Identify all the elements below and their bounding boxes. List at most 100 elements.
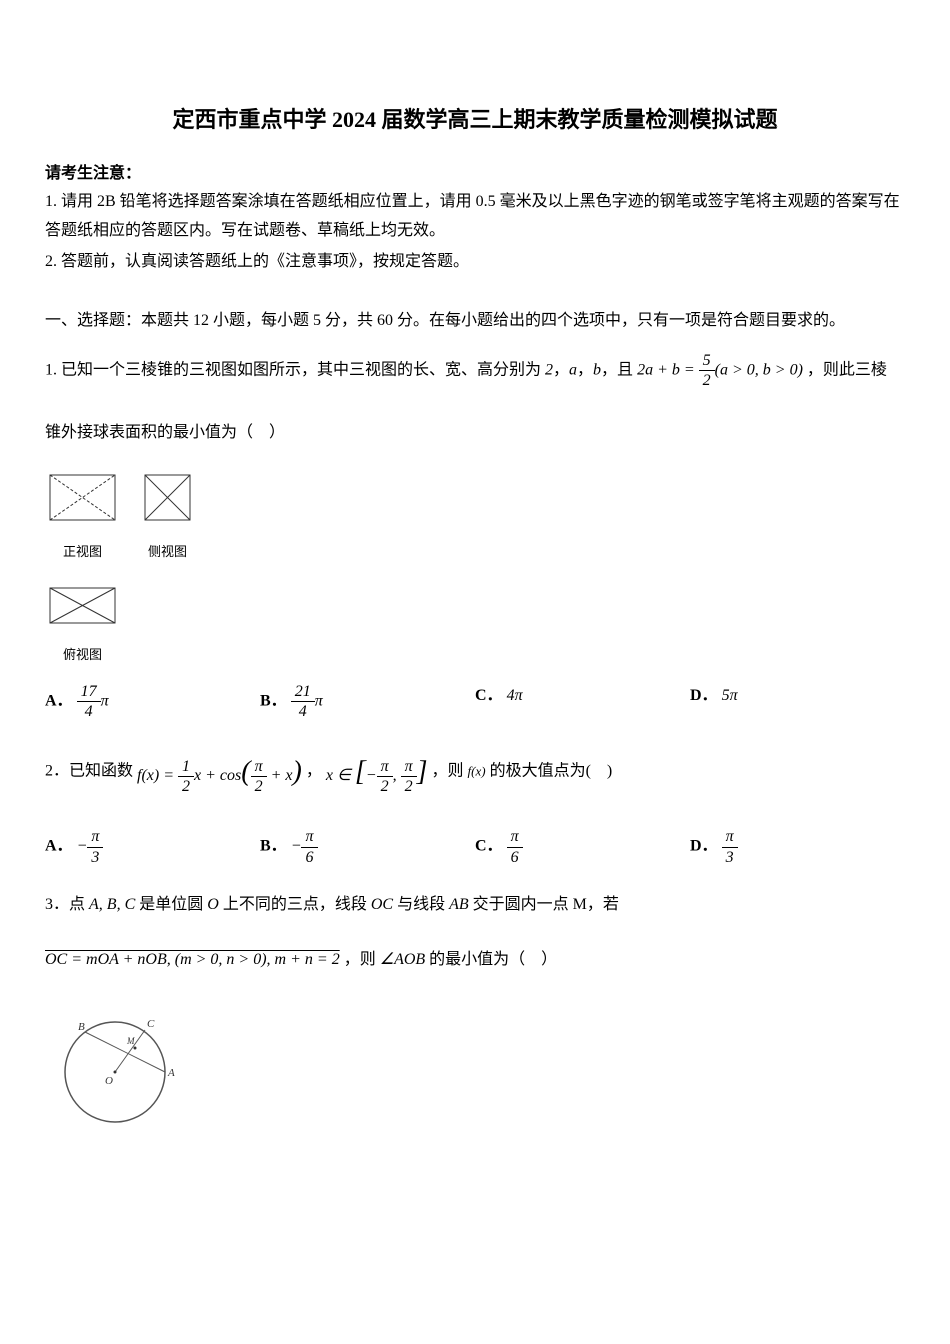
q2-rp-den: 2 xyxy=(401,777,417,796)
q2-fx: f(x) = xyxy=(137,767,178,784)
q2-plus-x: + x xyxy=(267,767,293,784)
q1-a-num: 17 xyxy=(77,682,101,702)
q2-suffix: ，则 xyxy=(432,762,464,779)
question-3: 3．点 A, B, C 是单位圆 O 上不同的三点，线段 OC 与线段 AB 交… xyxy=(45,887,905,1143)
q2-f1-num: 1 xyxy=(178,757,194,777)
q3-line2: OC = mOA + nOB, (m > 0, n > 0), m + n = … xyxy=(45,942,905,977)
q1-a-label: A． xyxy=(45,692,73,709)
q2-range-neg: π2 xyxy=(377,757,393,796)
q2-c-frac: π6 xyxy=(507,827,523,866)
q1-b-frac: 214 xyxy=(291,682,315,721)
q2-rbracket: ] xyxy=(417,756,428,787)
notice-heading: 请考生注意： xyxy=(45,160,905,189)
q3-text: 3．点 A, B, C 是单位圆 O 上不同的三点，线段 OC 与线段 AB 交… xyxy=(45,887,905,922)
q1-formula-cond: (a > 0, b > 0) xyxy=(715,361,803,378)
q1-options: A． 174π B． 214π C． 4π D． 5π xyxy=(45,682,905,721)
q3-line2-mid: ，则 xyxy=(344,951,376,968)
q2-rparen: ) xyxy=(293,756,302,787)
svg-text:M: M xyxy=(126,1036,135,1046)
q1-line2: 锥外接球表面积的最小值为（ ） xyxy=(45,415,905,450)
q2-b-num: π xyxy=(301,827,317,847)
circle-svg: B C A O M xyxy=(45,992,195,1132)
q2-option-c: C． π6 xyxy=(475,827,690,866)
q1-b-den: 4 xyxy=(291,702,315,721)
q1-text: 1. 已知一个三棱锥的三视图如图所示，其中三视图的长、宽、高分别为 2，a，b，… xyxy=(45,351,905,390)
q2-mid: x + cos xyxy=(194,767,241,784)
q2-b-den: 6 xyxy=(301,848,317,867)
q2-range-pos: π2 xyxy=(401,757,417,796)
front-view-label: 正视图 xyxy=(45,540,120,563)
q2-d-num: π xyxy=(722,827,738,847)
q3-mid4: 交于圆内一点 M，若 xyxy=(473,896,619,913)
q2-option-b: B． −π6 xyxy=(260,827,475,866)
q3-ab: AB xyxy=(449,896,469,913)
q1-frac-num: 5 xyxy=(699,351,715,371)
q2-text: 2．已知函数 f(x) = 12x + cos(π2 + x) ， x ∈ [−… xyxy=(45,741,905,803)
q3-vec-formula: OC = mOA + nOB, (m > 0, n > 0), m + n = … xyxy=(45,942,340,977)
q2-c-num: π xyxy=(507,827,523,847)
q2-a-frac: π3 xyxy=(87,827,103,866)
front-view-svg xyxy=(45,470,120,525)
q2-d-frac: π3 xyxy=(722,827,738,866)
q3-mid3: 与线段 xyxy=(397,896,445,913)
q2-rn-den: 2 xyxy=(377,777,393,796)
q1-d-value: 5π xyxy=(722,687,738,704)
q3-line2-end: 的最小值为（ ） xyxy=(429,951,557,968)
q1-a-pi: π xyxy=(101,692,109,709)
q1-option-b: B． 214π xyxy=(260,682,475,721)
q1-formula-lhs: 2a + b = xyxy=(637,361,699,378)
q1-diagrams-row1: 正视图 侧视图 xyxy=(45,470,905,563)
q3-angle: ∠AOB xyxy=(380,951,425,968)
q2-c-den: 6 xyxy=(507,848,523,867)
q2-a-neg: − xyxy=(77,838,88,855)
q1-comma1: ， xyxy=(553,361,569,378)
q1-c-value: 4π xyxy=(507,687,523,704)
q1-b-pi: π xyxy=(315,692,323,709)
q2-d-label: D． xyxy=(690,838,718,855)
q2-range-comma: , xyxy=(393,767,401,784)
q2-lbracket: [ xyxy=(355,756,366,787)
notice-1: 1. 请用 2B 铅笔将选择题答案涂填在答题纸相应位置上，请用 0.5 毫米及以… xyxy=(45,188,905,246)
q2-d-den: 3 xyxy=(722,848,738,867)
q3-o: O xyxy=(207,896,219,913)
q1-front-view: 正视图 xyxy=(45,470,120,563)
q2-neg: − xyxy=(366,767,377,784)
q2-a-den: 3 xyxy=(87,848,103,867)
q2-b-frac: π6 xyxy=(301,827,317,866)
svg-text:O: O xyxy=(105,1075,113,1087)
q1-frac-den: 2 xyxy=(699,371,715,390)
q1-prefix: 1. 已知一个三棱锥的三视图如图所示，其中三视图的长、宽、高分别为 xyxy=(45,361,541,378)
exam-title: 定西市重点中学 2024 届数学高三上期末教学质量检测模拟试题 xyxy=(45,100,905,140)
q2-f2-num: π xyxy=(251,757,267,777)
q3-circle-diagram: B C A O M xyxy=(45,992,905,1143)
q1-a-den: 4 xyxy=(77,702,101,721)
q3-mid2: 上不同的三点，线段 xyxy=(223,896,367,913)
q3-prefix: 3．点 xyxy=(45,896,85,913)
side-view-svg xyxy=(140,470,195,525)
q2-options: A． −π3 B． −π6 C． π6 D． π3 xyxy=(45,827,905,866)
notice-2: 2. 答题前，认真阅读答题纸上的《注意事项》，按规定答题。 xyxy=(45,248,905,277)
q1-side-view: 侧视图 xyxy=(140,470,195,563)
q1-val-b: b xyxy=(593,361,601,378)
q1-b-label: B． xyxy=(260,692,287,709)
q2-b-neg: − xyxy=(291,838,302,855)
q1-b-num: 21 xyxy=(291,682,315,702)
q2-comma: ， xyxy=(306,762,322,779)
q1-top-view: 俯视图 xyxy=(45,583,120,666)
q2-frac2: π2 xyxy=(251,757,267,796)
q1-option-c: C． 4π xyxy=(475,682,690,721)
q2-rp-num: π xyxy=(401,757,417,777)
svg-text:B: B xyxy=(78,1021,85,1033)
q2-option-d: D． π3 xyxy=(690,827,905,866)
q1-option-d: D． 5π xyxy=(690,682,905,721)
top-view-svg xyxy=(45,583,120,628)
question-1: 1. 已知一个三棱锥的三视图如图所示，其中三视图的长、宽、高分别为 2，a，b，… xyxy=(45,351,905,721)
side-view-label: 侧视图 xyxy=(140,540,195,563)
q2-fx2: f(x) xyxy=(468,763,486,778)
q1-suffix: ，则此三棱 xyxy=(807,361,887,378)
q1-c-label: C． xyxy=(475,687,503,704)
q3-abc: A, B, C xyxy=(89,896,135,913)
q2-rn-num: π xyxy=(377,757,393,777)
q2-a-num: π xyxy=(87,827,103,847)
q2-end: 的极大值点为( ) xyxy=(490,762,613,779)
